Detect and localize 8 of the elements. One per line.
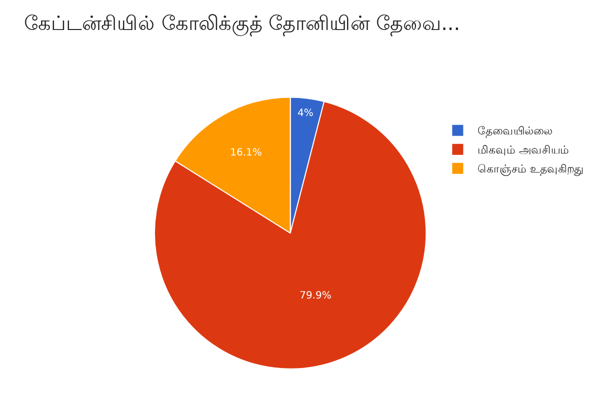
data-label: 79.9% [300, 290, 332, 302]
chart-title: கேப்டன்சியில் கோலிக்குத் தோனியின் தேவை... [24, 10, 460, 36]
legend-label: மிகவும் அவசியம் [478, 144, 570, 157]
data-label: 4% [298, 108, 314, 119]
legend-label: தேவையில்லை [478, 124, 553, 138]
data-label: 16.1% [230, 147, 262, 158]
pie-slice [154, 100, 427, 370]
legend-label: கொஞ்சம் உதவுகிறது [478, 162, 584, 176]
